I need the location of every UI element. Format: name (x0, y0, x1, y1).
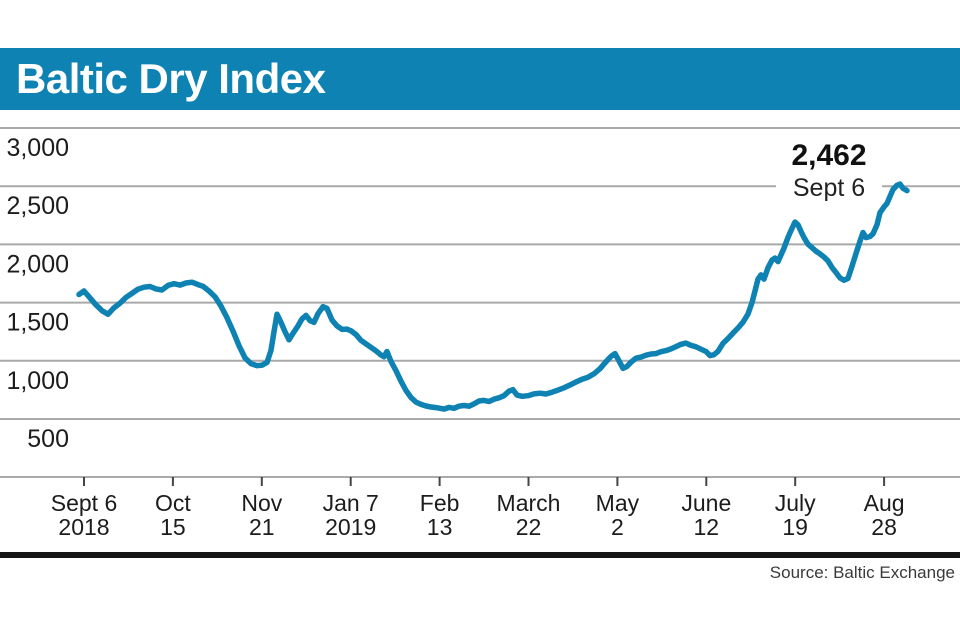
y-axis-label: 1,500 (6, 309, 69, 337)
x-axis-label-line1: Sept 6 (51, 490, 118, 516)
page-title: Baltic Dry Index (16, 55, 326, 102)
x-axis-label-line1: Jan 7 (323, 490, 379, 516)
x-axis-label-line1: March (497, 490, 561, 516)
x-axis-label-line2: 13 (427, 514, 453, 540)
bottom-rule (0, 552, 960, 558)
y-axis-label: 2,500 (6, 192, 69, 220)
x-axis-label-line1: July (775, 490, 816, 516)
annotation-date: Sept 6 (792, 174, 866, 202)
y-axis-label: 500 (27, 425, 69, 453)
x-axis-label-line1: May (596, 490, 640, 516)
y-axis-label: 1,000 (6, 367, 69, 395)
x-axis-label-line2: 22 (516, 514, 542, 540)
x-axis-label-line2: 2018 (58, 514, 109, 540)
x-axis-label-line2: 2 (611, 514, 624, 540)
x-axis-label-line2: 12 (694, 514, 720, 540)
x-axis-label-line2: 15 (160, 514, 186, 540)
x-axis-label-line2: 21 (249, 514, 275, 540)
x-axis-label-line2: 19 (782, 514, 808, 540)
header-bar: Baltic Dry Index (0, 48, 960, 110)
x-axis-label-line2: 2019 (325, 514, 376, 540)
data-line (76, 181, 910, 412)
annotation-value: 2,462 (791, 139, 867, 172)
x-axis-label-line1: Feb (420, 490, 460, 516)
source-credit: Source: Baltic Exchange (769, 563, 955, 582)
y-axis-label: 2,000 (6, 250, 69, 278)
x-axis-label-line1: Oct (155, 490, 191, 516)
peak-annotation: 2,462 Sept 6 (776, 139, 882, 203)
y-axis-label: 3,000 (6, 134, 69, 162)
x-axis-label-line1: June (681, 490, 731, 516)
x-axis-label-line1: Nov (241, 490, 282, 516)
x-axis-label-line2: 28 (871, 514, 897, 540)
x-axis-label-line1: Aug (864, 490, 905, 516)
